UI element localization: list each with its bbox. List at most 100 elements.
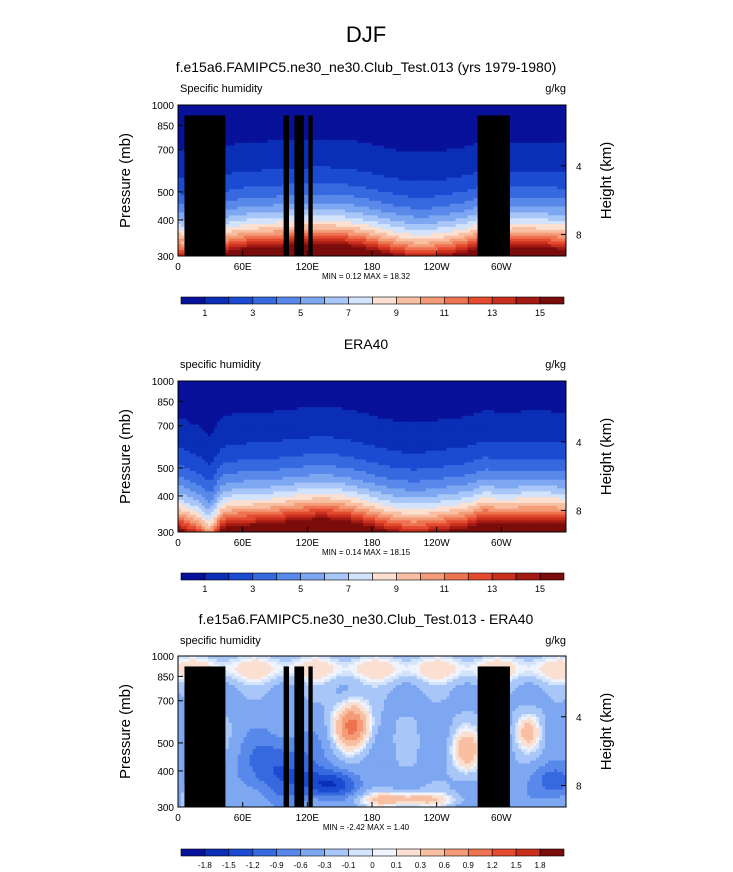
heatmap-cell (548, 116, 552, 121)
heatmap-cell (255, 119, 260, 124)
heatmap-cell (383, 105, 388, 109)
heatmap-cell (374, 125, 379, 129)
heatmap-cell (545, 119, 549, 124)
heatmap-cell (246, 148, 251, 153)
heatmap-cell (539, 142, 543, 147)
heatmap-cell (303, 215, 307, 219)
heatmap-cell (398, 107, 403, 112)
heatmap-cell (366, 200, 370, 205)
heatmap-cell (509, 209, 513, 214)
heatmap-cell (339, 183, 343, 187)
heatmap-cell (542, 122, 546, 126)
heatmap-cell (548, 186, 552, 190)
heatmap-cell (563, 139, 566, 144)
heatmap-cell (258, 215, 263, 219)
heatmap-cell (258, 113, 263, 118)
heatmap-cell (240, 200, 245, 205)
heatmap-cell (312, 180, 316, 184)
heatmap-cell (521, 165, 525, 170)
heatmap-cell (258, 180, 263, 184)
heatmap-cell (369, 195, 373, 199)
heatmap-cell (398, 192, 403, 196)
heatmap-cell (374, 145, 379, 150)
heatmap-cell (252, 116, 257, 121)
heatmap-cell (372, 125, 376, 129)
heatmap-cell (551, 119, 555, 124)
heatmap-cell (333, 171, 337, 176)
heatmap-cell (258, 151, 263, 155)
heatmap-cell (240, 148, 245, 153)
heatmap-cell (467, 110, 472, 115)
heatmap-cell (354, 107, 358, 112)
heatmap-cell (392, 200, 397, 205)
heatmap-cell (509, 125, 513, 129)
heatmap-cell (539, 180, 543, 184)
heatmap-cell (509, 105, 513, 109)
heatmap-cell (422, 160, 427, 164)
heatmap-cell (312, 189, 316, 193)
heatmap-cell (342, 186, 346, 190)
heatmap-cell (554, 168, 558, 173)
heatmap-cell (321, 119, 325, 124)
heatmap-cell (533, 197, 537, 202)
heatmap-cell (539, 131, 543, 135)
heatmap-cell (410, 148, 415, 153)
heatmap-cell (551, 154, 555, 158)
heatmap-cell (389, 168, 394, 173)
heatmap-cell (321, 136, 325, 141)
heatmap-cell (452, 157, 457, 161)
heatmap-cell (312, 197, 316, 202)
heatmap-cell (342, 165, 346, 170)
heatmap-cell (392, 192, 397, 196)
heatmap-cell (527, 209, 531, 214)
heatmap-cell (434, 183, 439, 187)
heatmap-cell (422, 131, 427, 135)
heatmap-cell (372, 177, 376, 182)
heatmap-cell (342, 200, 346, 205)
heatmap-cell (336, 107, 340, 112)
heatmap-cell (455, 145, 460, 150)
heatmap-cell (449, 206, 454, 211)
heatmap-cell (473, 128, 478, 132)
heatmap-cell (386, 136, 391, 141)
heatmap-cell (458, 128, 463, 132)
heatmap-cell (345, 105, 349, 109)
heatmap-cell (434, 134, 439, 138)
heatmap-cell (357, 171, 361, 176)
heatmap-cell (264, 183, 269, 187)
heatmap-cell (452, 200, 457, 205)
heatmap-cell (330, 148, 334, 153)
heatmap-cell (416, 116, 421, 121)
heatmap-cell (386, 131, 391, 135)
heatmap-cell (461, 209, 466, 214)
heatmap-cell (255, 200, 260, 205)
heatmap-cell (563, 174, 566, 179)
heatmap-cell (198, 105, 203, 109)
heatmap-cell (267, 154, 272, 158)
heatmap-cell (440, 107, 445, 112)
heatmap-cell (252, 160, 257, 164)
heatmap-cell (404, 195, 409, 199)
heatmap-cell (434, 131, 439, 135)
heatmap-cell (518, 209, 522, 214)
heatmap-cell (264, 209, 269, 214)
heatmap-cell (539, 128, 543, 132)
heatmap-cell (398, 128, 403, 132)
heatmap-cell (351, 157, 355, 161)
heatmap-cell (360, 154, 364, 158)
heatmap-cell (294, 105, 298, 109)
heatmap-cell (372, 168, 376, 173)
heatmap-cell (279, 192, 284, 196)
heatmap-cell (536, 212, 540, 216)
heatmap-cell (386, 163, 391, 167)
heatmap-cell (360, 177, 364, 182)
heatmap-cell (512, 157, 516, 161)
heatmap-cell (383, 203, 388, 208)
heatmap-cell (560, 113, 564, 118)
heatmap-cell (521, 107, 525, 112)
heatmap-cell (321, 131, 325, 135)
heatmap-cell (291, 197, 295, 202)
heatmap-cell (515, 105, 519, 109)
heatmap-cell (243, 134, 248, 138)
heatmap-cell (372, 203, 376, 208)
